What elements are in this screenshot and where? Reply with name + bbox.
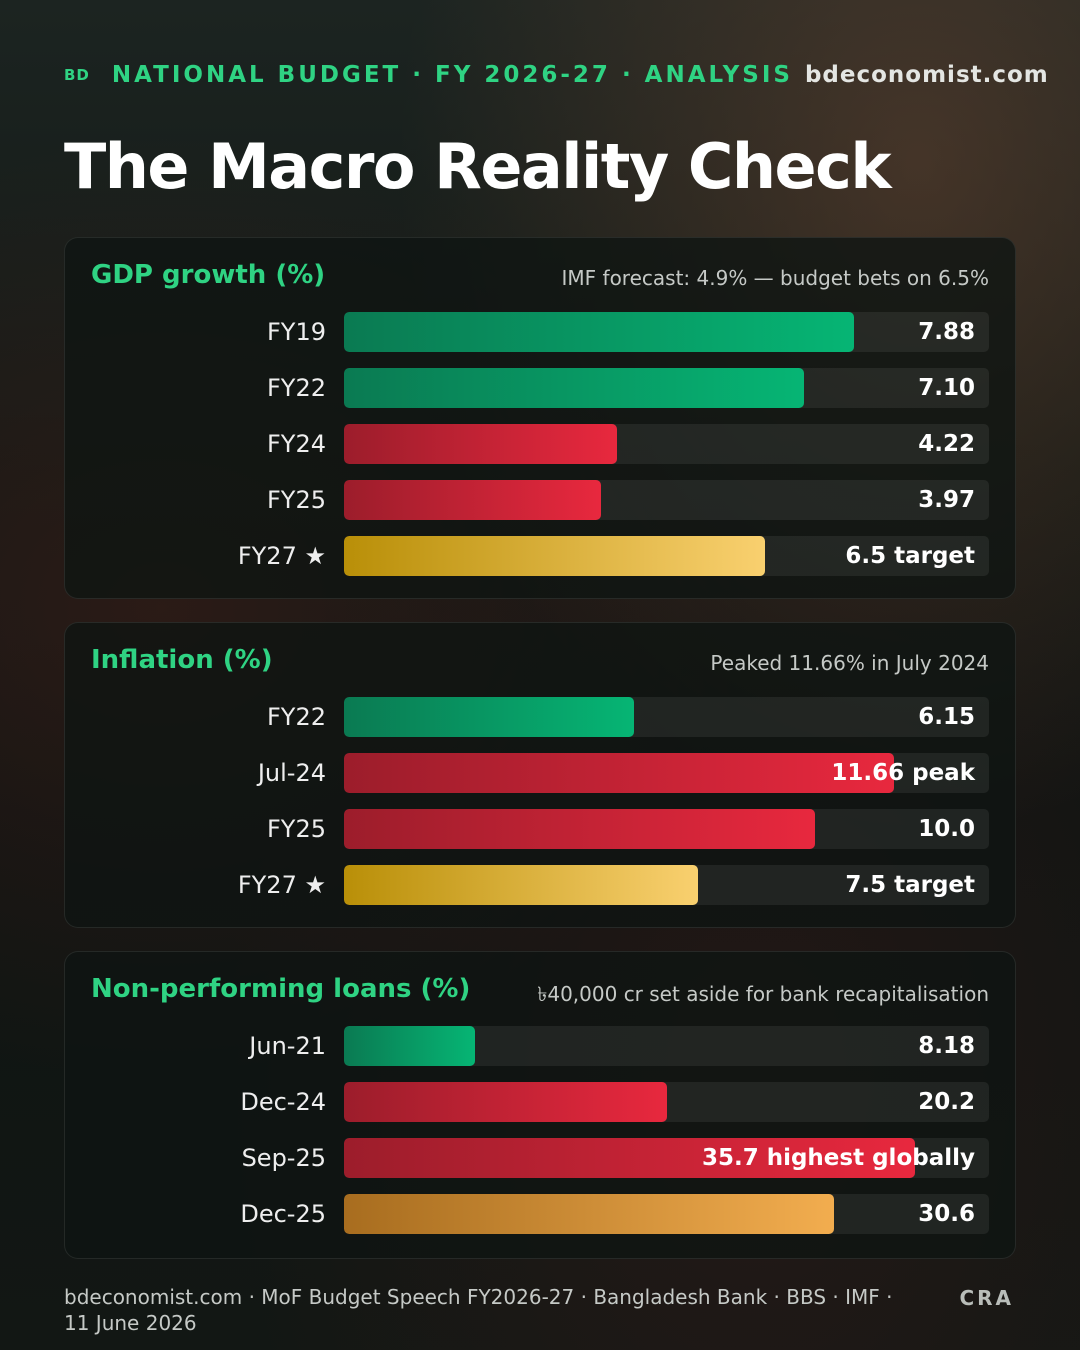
category-label: FY19 [266,318,326,346]
category-label: FY25 [266,486,326,514]
category-label: Dec-25 [240,1200,326,1228]
bar-track: 30.6 [344,1194,989,1234]
bar [344,1082,667,1122]
bar [344,809,815,849]
bar-row: FY25 3.97 [65,480,1015,520]
panel-title: GDP growth (%) [91,260,326,290]
bar-row: FY25 10.0 [65,809,1015,849]
bar-row: FY22 7.10 [65,368,1015,408]
bar-track: 7.10 [344,368,989,408]
bar [344,1138,915,1178]
category-label: Dec-24 [240,1088,326,1116]
panel-note: IMF forecast: 4.9% — budget bets on 6.5% [561,266,989,290]
inflation-panel: Inflation (%) Peaked 11.66% in July 2024 F… [64,622,1016,928]
bar [344,424,617,464]
category-label: FY27 ★ [237,542,326,570]
data-label: 10.0 [918,816,975,842]
bar-track: 6.5 target [344,536,989,576]
category-label: Jul-24 [257,759,326,787]
kicker-text: NATIONAL BUDGET · FY 2026-27 · ANALYSIS [111,62,793,88]
bar-row: Sep-25 35.7 highest globally [65,1138,1015,1178]
header: BD NATIONAL BUDGET · FY 2026-27 · ANALYS… [64,60,1048,90]
npl-panel: Non-performing loans (%) ৳40,000 cr set a… [64,951,1016,1259]
data-label: 30.6 [918,1201,975,1227]
data-label: 11.66 peak [831,760,975,786]
bar-track: 7.88 [344,312,989,352]
data-label: 7.5 target [845,872,975,898]
footer-sources: bdeconomist.com · MoF Budget Speech FY20… [64,1285,893,1335]
bar-track: 4.22 [344,424,989,464]
bar-track: 10.0 [344,809,989,849]
data-label: 35.7 highest globally [701,1145,975,1171]
bar [344,1026,475,1066]
data-label: 6.15 [918,704,975,730]
site-name: bdeconomist.com [804,62,1049,88]
bar-track: 20.2 [344,1082,989,1122]
gdp-growth-panel: GDP growth (%) IMF forecast: 4.9% — budge… [64,237,1016,599]
page-title: The Macro Reality Check [64,130,892,203]
panel-title: Inflation (%) [91,645,273,675]
bar-row: FY22 6.15 [65,697,1015,737]
bar [344,865,698,905]
bar-row: FY19 7.88 [65,312,1015,352]
data-label: 7.10 [918,375,975,401]
bar-track: 11.66 peak [344,753,989,793]
bar-row: Dec-25 30.6 [65,1194,1015,1234]
bar [344,536,765,576]
bar [344,312,854,352]
data-label: 3.97 [918,487,975,513]
bar-track: 6.15 [344,697,989,737]
bar [344,368,804,408]
category-label: FY25 [266,815,326,843]
bar-row: Jul-24 11.66 peak [65,753,1015,793]
bar-track: 35.7 highest globally [344,1138,989,1178]
panel-note: Peaked 11.66% in July 2024 [710,651,989,675]
category-label: FY27 ★ [237,871,326,899]
bar-track: 8.18 [344,1026,989,1066]
data-label: 4.22 [918,431,975,457]
category-label: FY22 [266,703,326,731]
category-label: FY24 [266,430,326,458]
data-label: 20.2 [918,1089,975,1115]
panel-note: ৳40,000 cr set aside for bank recapitali… [537,982,989,1006]
bar-row: Jun-21 8.18 [65,1026,1015,1066]
bar-row: FY27 ★ 6.5 target [65,536,1015,576]
bar [344,697,634,737]
data-label: 8.18 [918,1033,975,1059]
bar [344,753,894,793]
bar-row: Dec-24 20.2 [65,1082,1015,1122]
bar [344,480,601,520]
panel-title: Non-performing loans (%) [91,974,471,1004]
bar-track: 7.5 target [344,865,989,905]
data-label: 6.5 target [845,543,975,569]
bar-row: FY24 4.22 [65,424,1015,464]
data-label: 7.88 [918,319,975,345]
category-label: FY22 [266,374,326,402]
bar-row: FY27 ★ 7.5 target [65,865,1015,905]
bar [344,1194,834,1234]
footer-credit: CRA [959,1286,1014,1310]
bar-track: 3.97 [344,480,989,520]
brand-logo: BD [64,66,90,84]
category-label: Sep-25 [241,1144,326,1172]
category-label: Jun-21 [249,1032,326,1060]
